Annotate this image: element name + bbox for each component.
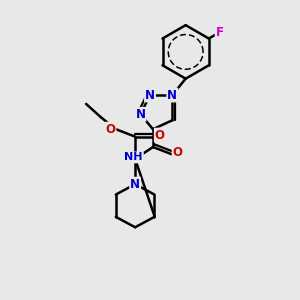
Text: O: O xyxy=(106,123,116,136)
Text: N: N xyxy=(145,88,155,101)
Text: O: O xyxy=(155,129,165,142)
Text: N: N xyxy=(167,88,177,101)
Text: O: O xyxy=(172,146,183,160)
Text: NH: NH xyxy=(124,152,143,162)
Text: N: N xyxy=(130,178,140,191)
Text: N: N xyxy=(136,108,146,121)
Text: F: F xyxy=(216,26,224,39)
